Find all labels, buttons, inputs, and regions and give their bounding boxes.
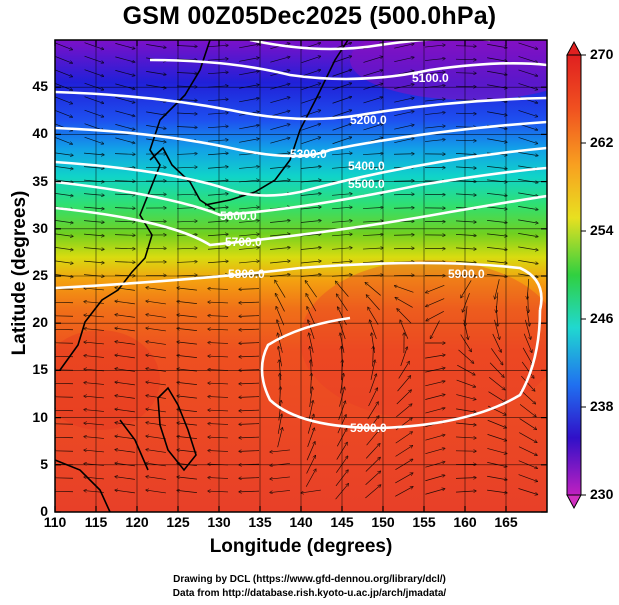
x-tick-label: 160: [453, 514, 477, 530]
x-tick-label: 165: [494, 514, 518, 530]
x-tick-label: 150: [371, 514, 395, 530]
colorbar-tick-label: 246: [590, 310, 614, 326]
contour-label-5700: 5700.0: [225, 235, 262, 249]
contour-labels: 5100.0 5200.0 5300.0 5400.0 5500.0 5600.…: [220, 71, 485, 435]
contour-label-5900-south: 5900.0: [350, 421, 387, 435]
y-tick-label: 20: [32, 314, 48, 331]
y-axis-label: Latitude (degrees): [9, 190, 30, 356]
contour-label-5600: 5600.0: [220, 209, 257, 223]
y-tick-label: 40: [32, 125, 48, 142]
colorbar-max-arrow: [566, 40, 582, 56]
x-tick-label: 115: [84, 514, 108, 530]
credit-data-source: Data from http://database.rish.kyoto-u.a…: [172, 588, 447, 599]
x-tick-label: 140: [289, 514, 313, 530]
colorbar: [566, 40, 586, 510]
y-tick-label: 25: [32, 267, 48, 283]
coastline: [55, 40, 349, 512]
y-tick-label: 30: [32, 219, 48, 236]
height-contours: [55, 40, 547, 430]
colorbar-tick-label: 238: [590, 398, 614, 414]
contour-label-5200: 5200.0: [350, 113, 387, 127]
colorbar-min-arrow: [566, 494, 582, 510]
colorbar-tick-label: 254: [590, 222, 614, 238]
contour-label-5400: 5400.0: [348, 159, 385, 173]
x-axis-label: Longitude (degrees): [209, 536, 393, 557]
x-tick-label: 110: [43, 514, 67, 530]
y-tick-label: 5: [40, 455, 48, 472]
x-tick-label: 145: [330, 514, 354, 530]
y-tick-label: 35: [32, 172, 48, 189]
x-tick-label: 135: [248, 514, 272, 530]
x-tick-label: 125: [166, 514, 190, 530]
contour-label-5300: 5300.0: [290, 147, 327, 161]
wind-streamlines: [55, 42, 538, 500]
contour-label-5800: 5800.0: [228, 267, 265, 281]
chart-title: GSM 00Z05Dec2025 (500.0hPa): [122, 2, 497, 30]
contour-label-5900-north: 5900.0: [448, 267, 485, 281]
colorbar-tick-label: 230: [590, 486, 614, 502]
y-tick-label: 45: [32, 78, 48, 95]
y-tick-label: 15: [32, 361, 48, 378]
contour-label-5500: 5500.0: [348, 177, 385, 191]
x-tick-label: 130: [207, 514, 231, 530]
x-tick-label: 120: [125, 514, 149, 530]
x-tick-label: 155: [412, 514, 436, 530]
contour-label-5100: 5100.0: [412, 71, 449, 85]
colorbar-tick-label: 262: [590, 134, 614, 150]
colorbar-tick-label: 270: [590, 46, 614, 62]
axis-ticks: [54, 40, 547, 513]
y-tick-label: 10: [32, 408, 48, 425]
y-tick-label: 0: [40, 503, 48, 519]
credit-dcl: Drawing by DCL (https://www.gfd-dennou.o…: [173, 574, 446, 585]
